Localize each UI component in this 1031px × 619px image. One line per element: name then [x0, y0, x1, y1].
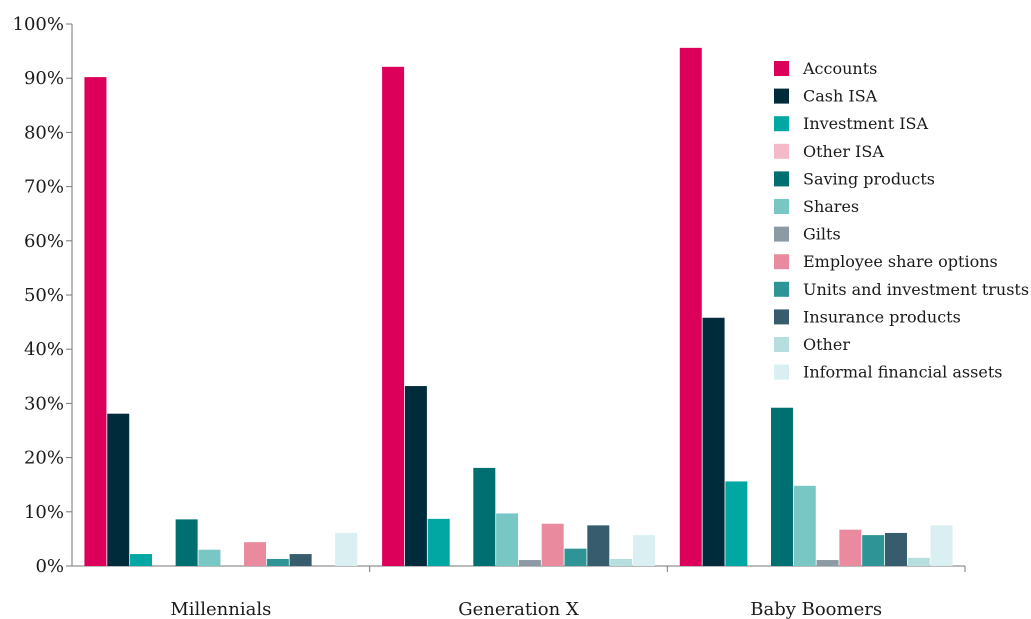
legend-swatch [774, 143, 789, 159]
bar [702, 317, 725, 566]
legend-label: Units and investment trusts [803, 280, 1029, 299]
bar [884, 532, 907, 566]
legend-label: Other ISA [803, 142, 884, 161]
legend-swatch [774, 309, 789, 325]
legend-label: Saving products [803, 169, 935, 188]
bar [632, 535, 655, 566]
bar [679, 47, 702, 566]
legend-swatch [774, 254, 789, 270]
legend-swatch [774, 116, 789, 132]
legend-label: Accounts [802, 59, 877, 78]
category-labels: Millennials Generation X Baby Boomers [170, 599, 882, 619]
bar [382, 66, 405, 567]
bars [84, 47, 953, 567]
y-tick-label: 20% [24, 448, 64, 469]
legend-swatch [774, 61, 789, 76]
bar [564, 548, 587, 566]
bar [518, 560, 541, 566]
legend-swatch [774, 226, 789, 242]
bar [107, 413, 130, 566]
y-tick-label: 100% [13, 14, 64, 35]
legend-label: Gilts [803, 225, 841, 244]
x-category-label: Generation X [458, 599, 579, 619]
bar [427, 518, 450, 566]
bar [816, 560, 839, 566]
legend-swatch [774, 337, 789, 352]
bar [130, 554, 153, 566]
bar [907, 557, 930, 566]
bar [404, 386, 427, 566]
bar [793, 485, 816, 566]
bar [175, 519, 198, 566]
y-tick-label: 90% [24, 68, 64, 89]
y-tick-label: 70% [24, 177, 64, 198]
legend-swatch [774, 281, 789, 297]
x-category-label: Millennials [170, 599, 271, 619]
legend-label: Employee share options [803, 252, 998, 271]
bar [84, 77, 107, 566]
bar [496, 513, 519, 566]
y-tick-label: 30% [24, 393, 64, 414]
legend-label: Cash ISA [803, 87, 878, 106]
bar [335, 532, 358, 566]
bar [541, 523, 564, 566]
bar [930, 525, 953, 566]
y-tick-label: 40% [24, 339, 64, 360]
x-category-label: Baby Boomers [750, 599, 882, 619]
legend: Accounts Cash ISA Investment ISA Other ISA S… [774, 59, 1029, 382]
legend-label: Investment ISA [803, 114, 929, 133]
legend-label: Insurance products [803, 307, 961, 326]
legend-swatch [774, 364, 789, 380]
bar [610, 558, 633, 566]
bar [587, 525, 610, 566]
y-tick-label: 10% [24, 502, 64, 523]
bar [725, 481, 748, 566]
legend-label: Other [803, 335, 850, 354]
bar [770, 407, 793, 566]
legend-swatch [774, 199, 789, 214]
bar [289, 554, 312, 566]
bar [198, 549, 221, 566]
legend-label: Shares [803, 197, 859, 216]
bar [839, 529, 862, 566]
y-tick-label: 0% [35, 556, 64, 577]
y-tick-label: 50% [24, 285, 64, 306]
legend-label: Informal financial assets [803, 363, 1002, 382]
y-tick-label: 60% [24, 231, 64, 252]
bar [473, 467, 496, 566]
bar [862, 535, 885, 566]
bar [244, 542, 267, 566]
legend-swatch [774, 88, 789, 104]
legend-swatch [774, 171, 789, 187]
bar [266, 558, 289, 566]
y-axis-ticks: 0% 10% 20% 30% 40% 50% 60% 70% 80% 90% 100% [13, 14, 72, 577]
y-tick-label: 80% [24, 122, 64, 143]
